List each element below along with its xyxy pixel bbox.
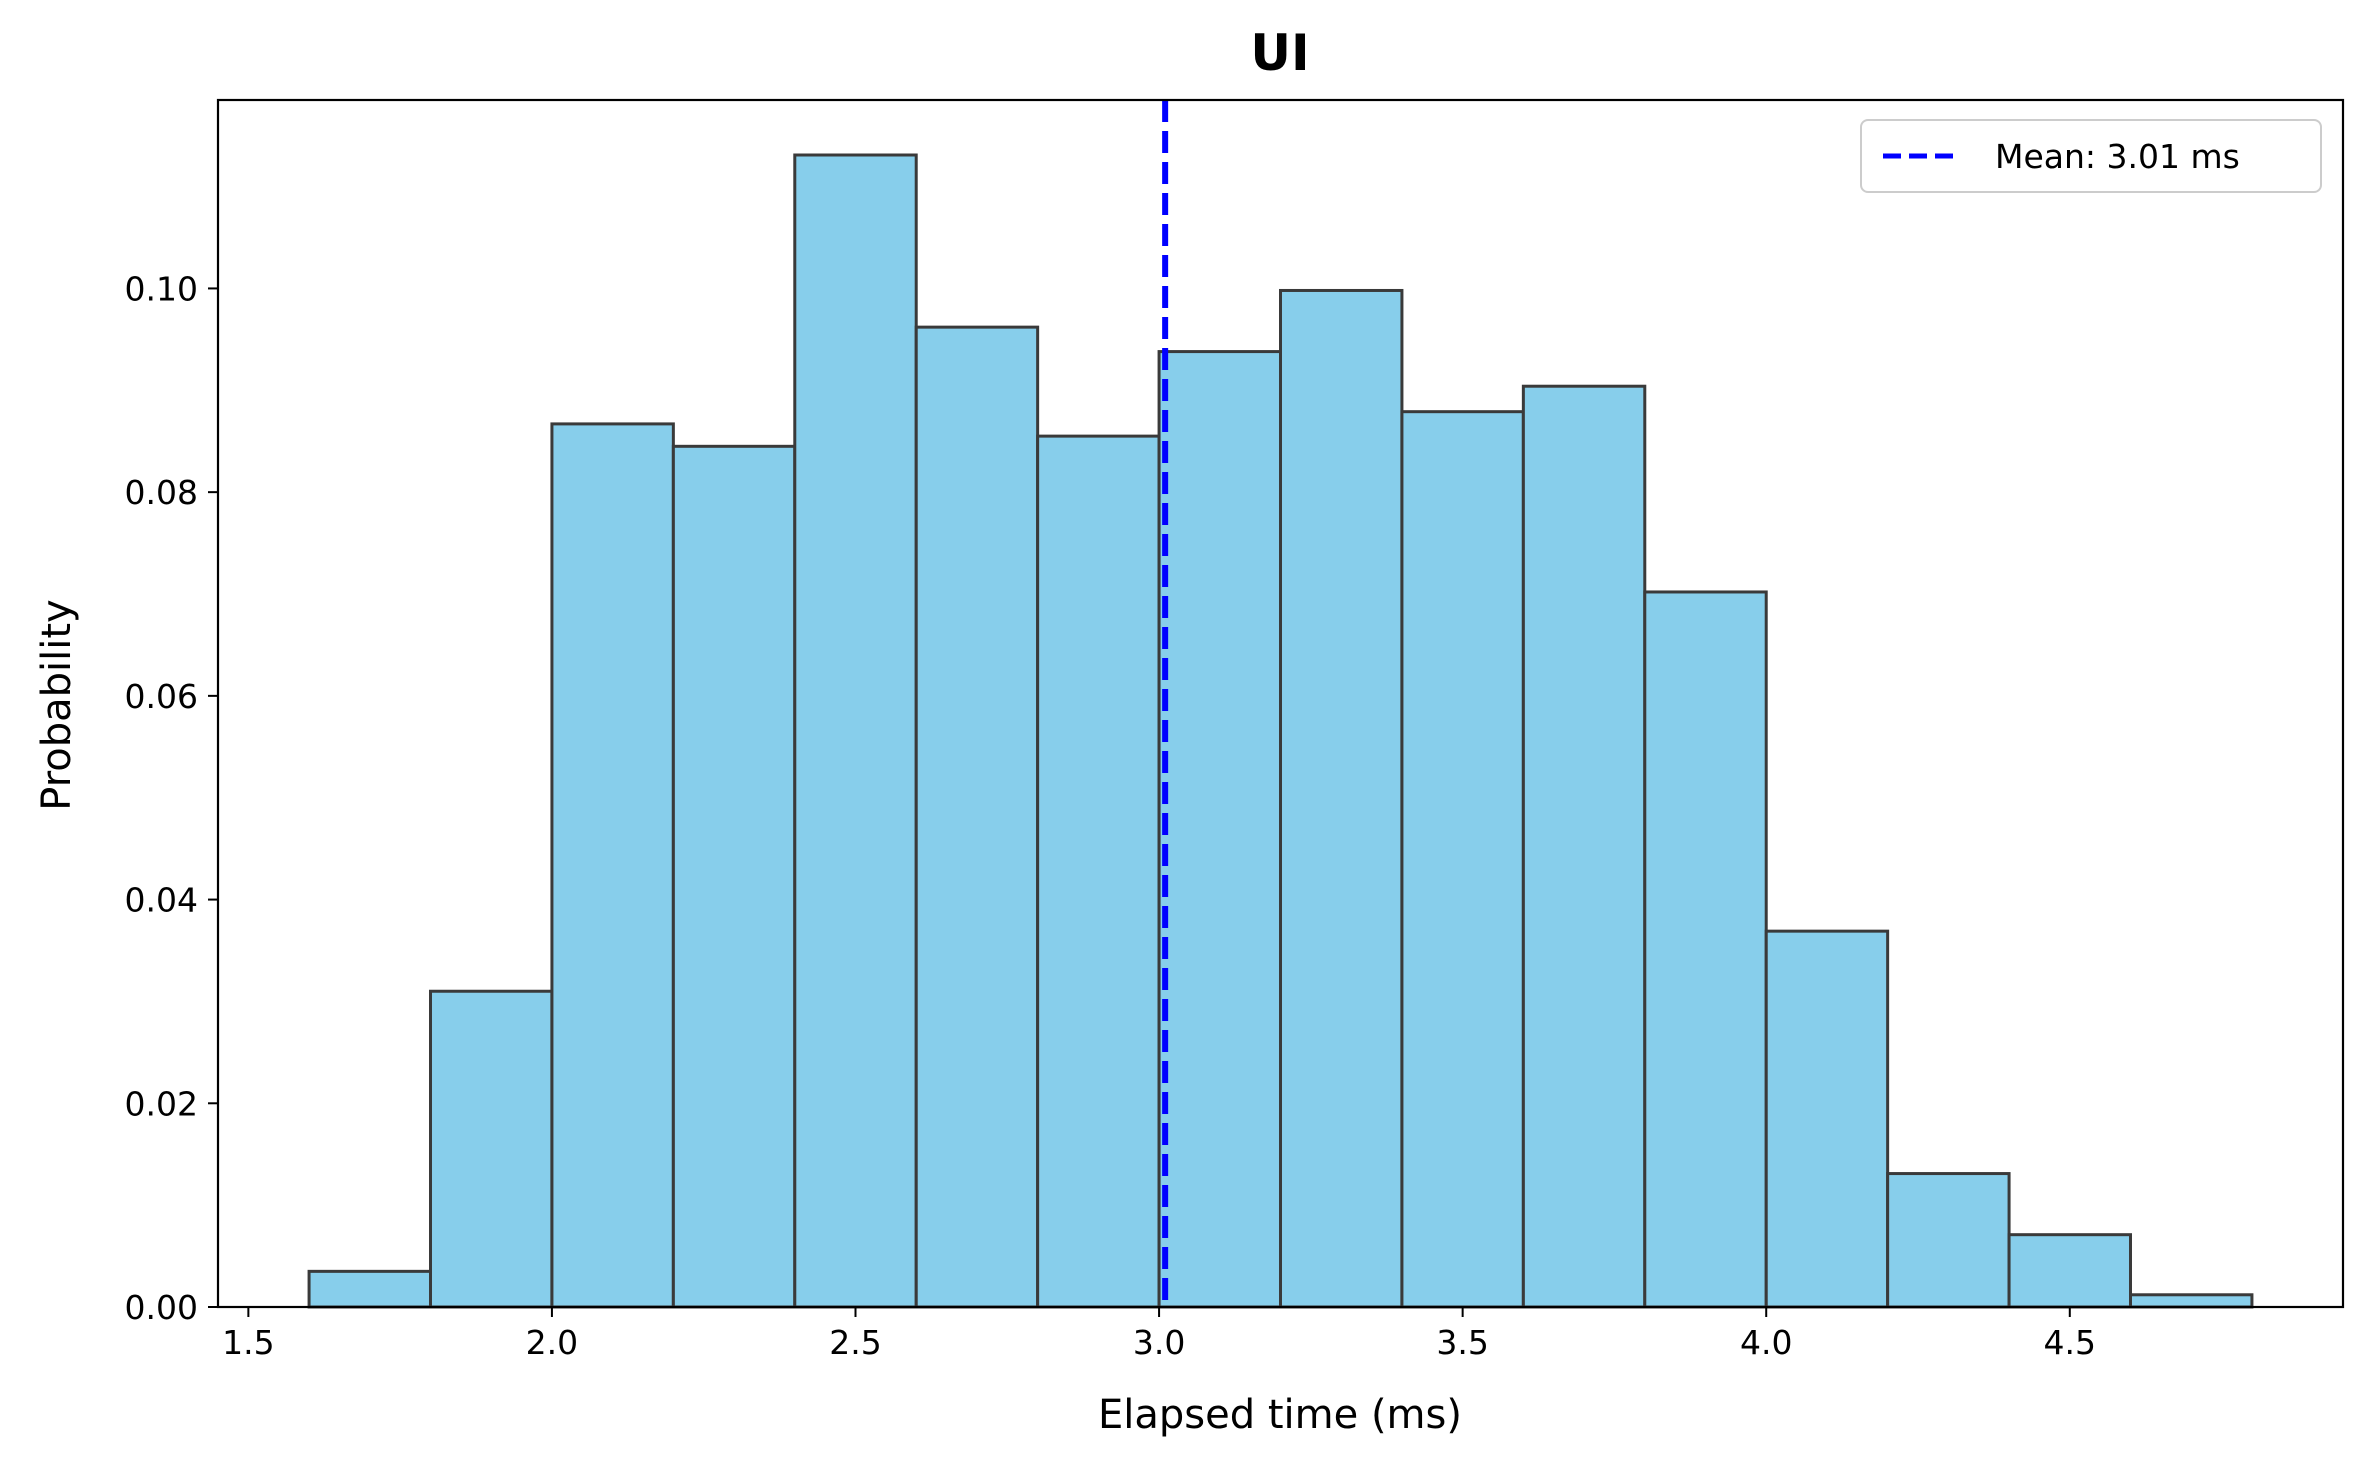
- x-tick-label: 3.0: [1133, 1323, 1185, 1362]
- y-tick-label: 0.00: [125, 1288, 198, 1327]
- y-tick-label: 0.06: [125, 677, 198, 716]
- histogram-bar: [307, 1269, 433, 1309]
- histogram-bar: [1157, 350, 1282, 1309]
- histogram-bar: [793, 153, 918, 1309]
- bars-layer: [307, 153, 2254, 1309]
- histogram-bar: [550, 422, 675, 1309]
- legend-frame: [1860, 119, 2322, 193]
- y-tick-label: 0.02: [125, 1084, 198, 1123]
- y-tick-label: 0.08: [125, 473, 198, 512]
- y-axis-label: Probability: [34, 599, 80, 810]
- histogram-bar: [1521, 384, 1647, 1309]
- x-tick-label: 2.0: [526, 1323, 578, 1362]
- histogram-bar: [1036, 434, 1161, 1309]
- histogram-bar: [1886, 1172, 2011, 1309]
- legend-mean-label: Mean: 3.01 ms: [1995, 137, 2240, 176]
- histogram-bar: [1643, 590, 1768, 1309]
- x-tick-label: 3.5: [1436, 1323, 1488, 1362]
- chart-title: UI: [1250, 24, 1309, 82]
- x-tick-label: 4.0: [1740, 1323, 1792, 1362]
- histogram-bar: [671, 444, 797, 1309]
- y-tick-label: 0.04: [125, 881, 198, 920]
- histogram-bar: [1279, 288, 1404, 1309]
- y-tick-label: 0.10: [125, 269, 198, 308]
- x-tick-label: 4.5: [2044, 1323, 2096, 1362]
- histogram-bar: [914, 325, 1040, 1309]
- histogram-bar: [2129, 1293, 2254, 1309]
- y-axis-ticks: 0.00 0.02 0.04 0.06 0.08 0.10: [125, 269, 218, 1327]
- histogram-bar: [1764, 929, 1890, 1309]
- x-axis-ticks: 1.5 2.0 2.5 3.0 3.5 4.0 4.5: [222, 1307, 2096, 1362]
- histogram-bar: [1400, 410, 1525, 1309]
- plot-frame: [216, 98, 2345, 1309]
- legend: Mean: 3.01 ms: [1860, 119, 2322, 193]
- x-axis-label: Elapsed time (ms): [1098, 1392, 1462, 1438]
- histogram-bar: [2007, 1233, 2132, 1309]
- histogram-bar: [429, 989, 554, 1309]
- x-tick-label: 2.5: [829, 1323, 881, 1362]
- x-tick-label: 1.5: [222, 1323, 274, 1362]
